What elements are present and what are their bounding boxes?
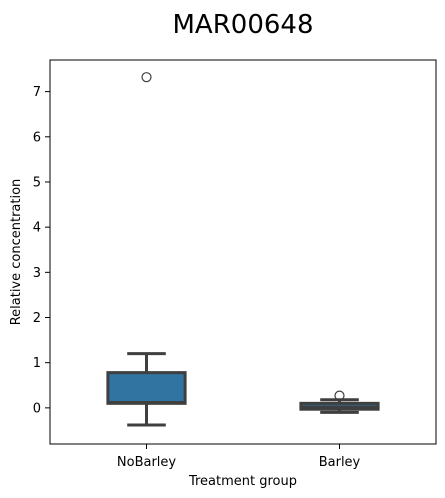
y-tick-label: 1 bbox=[33, 356, 41, 371]
y-tick-label: 7 bbox=[33, 85, 41, 100]
box-nobarley bbox=[106, 72, 187, 427]
y-tick-label: 5 bbox=[33, 175, 41, 190]
x-tick-label: NoBarley bbox=[117, 455, 177, 470]
y-axis-label: Relative concentration bbox=[9, 179, 24, 326]
y-tick-label: 4 bbox=[33, 221, 41, 236]
chart-title: MAR00648 bbox=[173, 10, 314, 40]
box-iqr bbox=[106, 371, 187, 405]
y-tick-label: 3 bbox=[33, 266, 41, 281]
y-tick-label: 2 bbox=[33, 311, 41, 326]
box-barley bbox=[299, 390, 380, 414]
plot-area bbox=[106, 72, 380, 427]
plot-frame bbox=[49, 59, 437, 445]
y-tick-label: 0 bbox=[33, 401, 41, 416]
outlier-point bbox=[141, 72, 152, 83]
x-tick-label: Barley bbox=[319, 455, 361, 470]
x-axis-label: Treatment group bbox=[188, 474, 297, 489]
y-tick-label: 6 bbox=[33, 130, 41, 145]
outlier-point bbox=[334, 390, 345, 401]
